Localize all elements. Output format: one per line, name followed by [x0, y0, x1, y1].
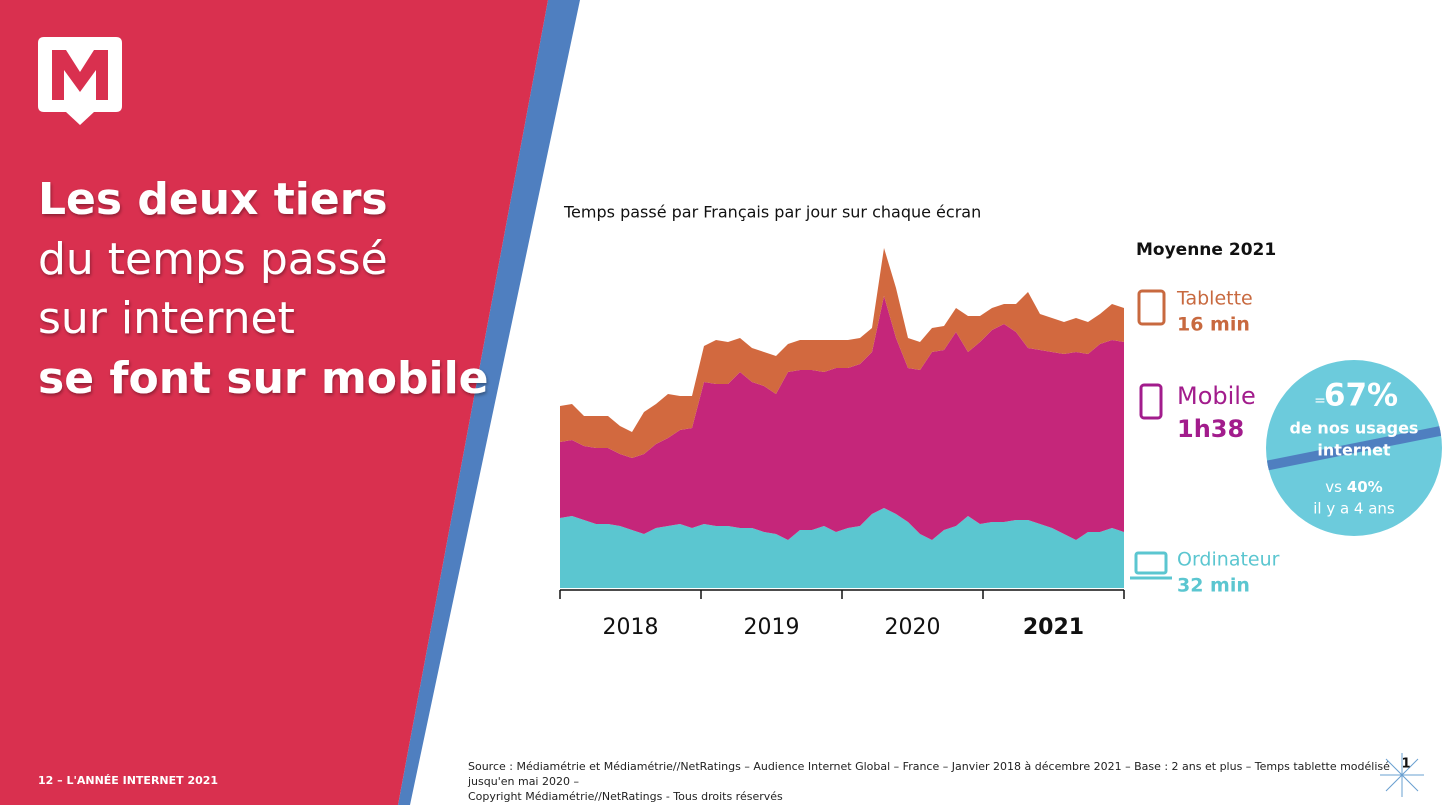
legend-label: Mobile — [1177, 382, 1256, 410]
x-tick-label: 2020 — [885, 615, 941, 640]
callout-text: de nos usages — [1290, 419, 1419, 438]
left-panel — [0, 0, 548, 805]
source: Copyright Médiamétrie//NetRatings - Tous… — [468, 790, 783, 803]
legend-average: 32 min — [1177, 575, 1250, 597]
x-tick-label: 2021 — [1023, 615, 1084, 640]
source: Source : Médiamétrie et Médiamétrie//Net… — [468, 760, 1390, 773]
chart-title: Temps passé par Français par jour sur ch… — [563, 203, 981, 222]
legend-average: 1h38 — [1177, 415, 1244, 443]
x-tick-label: 2018 — [603, 615, 659, 640]
callout-compare: il y a 4 ans — [1313, 500, 1395, 518]
area — [560, 248, 1124, 458]
headline: du temps passé — [38, 234, 388, 285]
legend-title: Moyenne 2021 — [1136, 240, 1276, 260]
page-number: 1 — [1401, 757, 1410, 772]
plot — [560, 248, 1124, 588]
headline: sur internet — [38, 293, 295, 344]
headline: Les deux tiers — [38, 174, 388, 225]
page-icon — [1380, 753, 1424, 797]
legend-label: Tablette — [1176, 288, 1253, 310]
x-tick-label: 2019 — [744, 615, 800, 640]
headline: se font sur mobile — [38, 353, 489, 404]
area — [560, 508, 1124, 588]
callout-text: internet — [1317, 441, 1391, 460]
source: jusqu'en mai 2020 – — [467, 775, 579, 788]
callout: = 67% de nos usages internet vs 40% il y… — [1266, 360, 1442, 536]
legend-label: Ordinateur — [1177, 549, 1280, 571]
footer: 12 – L'ANNÉE INTERNET 2021 — [38, 774, 218, 787]
stripe — [398, 0, 580, 805]
legend-average: 16 min — [1177, 314, 1250, 336]
logo — [38, 37, 122, 125]
callout-compare: vs 40% — [1325, 478, 1382, 496]
icons — [1130, 289, 1172, 580]
callout-value: 67% — [1324, 378, 1398, 414]
callout-prefix: = — [1314, 393, 1326, 409]
area — [560, 296, 1124, 540]
